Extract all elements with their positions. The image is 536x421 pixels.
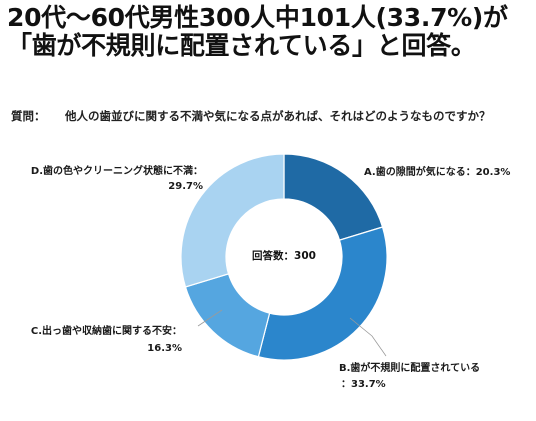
leader-line-b xyxy=(349,317,387,357)
slice-b xyxy=(257,226,388,361)
slice-label-d-percent: 29.7% xyxy=(168,181,203,192)
slice-label-c-name: C.出っ歯や収納歯に関する不安： xyxy=(31,324,182,337)
question-label: 質問： xyxy=(11,109,46,123)
slice-c xyxy=(184,273,271,358)
slice-label-a: A.歯の隙間が気になる：20.3% xyxy=(364,165,510,178)
slice-d xyxy=(180,153,285,288)
question-text: 他人の歯並びに関する不満や気になる点があれば、それはどのようなものですか？ xyxy=(65,109,491,123)
headline: 20代〜60代男性300人中101人(33.7%)が「歯が不規則に配置されている… xyxy=(7,3,508,60)
slice-label-d-name: D.歯の色やクリーニング状態に不満： xyxy=(31,164,203,177)
slice-label-c-percent: 16.3% xyxy=(147,343,182,354)
slice-label-b-percent: ：33.7% xyxy=(341,379,386,390)
leader-line-c xyxy=(197,309,223,327)
slice-label-b-name: B.歯が不規則に配置されている xyxy=(339,361,480,374)
center-label: 回答数：300 xyxy=(252,249,316,262)
